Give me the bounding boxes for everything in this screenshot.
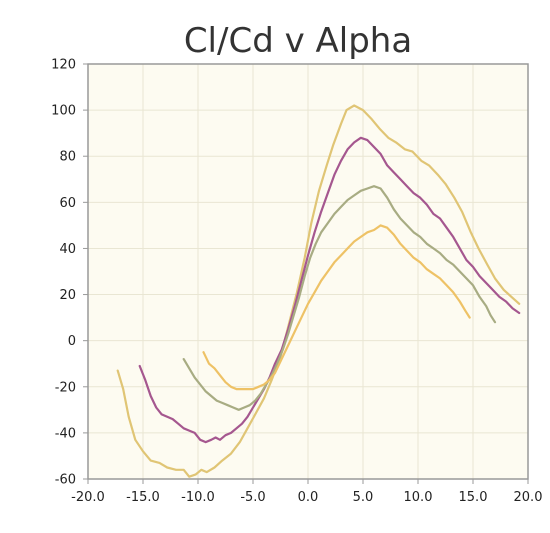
y-tick-label: -60 bbox=[55, 473, 76, 488]
x-tick-label: -20.0 bbox=[71, 490, 105, 505]
y-tick-label: 40 bbox=[59, 242, 76, 257]
x-tick-label: 15.0 bbox=[459, 490, 488, 505]
series-line-2 bbox=[138, 136, 521, 444]
series-line-4 bbox=[202, 224, 471, 391]
chart-title: Cl/Cd v Alpha bbox=[184, 21, 412, 61]
series-group bbox=[116, 104, 521, 478]
y-tick-label: 20 bbox=[59, 288, 76, 303]
series-line-1 bbox=[116, 104, 521, 478]
x-tick-label: -5.0 bbox=[240, 490, 265, 505]
y-tick-label: 0 bbox=[68, 334, 76, 349]
x-tick-label: 5.0 bbox=[353, 490, 374, 505]
y-tick-label: 60 bbox=[59, 196, 76, 211]
x-axis: -20.0 -15.0 -10.0 -5.0 0.0 5.0 10.0 15.0 20.0 bbox=[71, 479, 542, 505]
y-tick-label: -40 bbox=[55, 426, 76, 441]
y-tick-label: -20 bbox=[55, 380, 76, 395]
series-line-3 bbox=[182, 185, 497, 411]
y-axis: 120 100 80 60 40 20 0 -20 -40 -60 bbox=[51, 58, 88, 488]
y-tick-label: 120 bbox=[51, 58, 76, 73]
x-tick-label: -10.0 bbox=[181, 490, 215, 505]
y-tick-label: 100 bbox=[51, 104, 76, 119]
x-tick-label: 20.0 bbox=[514, 490, 543, 505]
x-tick-label: -15.0 bbox=[126, 490, 160, 505]
x-tick-label: 0.0 bbox=[298, 490, 319, 505]
x-tick-label: 10.0 bbox=[404, 490, 433, 505]
y-tick-label: 80 bbox=[59, 150, 76, 165]
